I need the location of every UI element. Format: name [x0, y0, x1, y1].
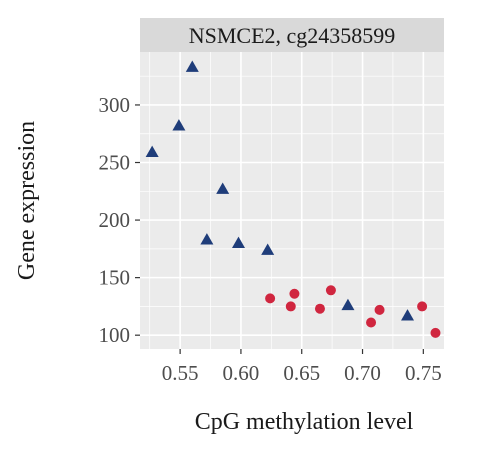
triangle-point — [341, 298, 355, 311]
x-axis-title: CpG methylation level — [195, 409, 414, 435]
triangle-point — [185, 60, 199, 72]
circle-point — [417, 301, 428, 312]
x-tick-label: 0.55 — [162, 361, 199, 385]
y-axis: 100 150 200 250 300 — [99, 93, 140, 347]
x-axis: 0.55 0.60 0.65 0.70 0.75 — [162, 349, 442, 385]
circle-point — [289, 288, 300, 299]
circle-point — [430, 327, 441, 338]
triangle-point — [231, 236, 245, 248]
triangle-point — [401, 309, 415, 321]
triangle-point — [172, 119, 186, 131]
triangle-point — [145, 145, 159, 158]
plot-panel — [140, 52, 444, 349]
y-tick-label: 150 — [99, 266, 131, 290]
circle-point — [265, 293, 276, 304]
circle-point — [366, 317, 377, 328]
data-points — [145, 60, 441, 338]
x-tick-label: 0.75 — [405, 361, 442, 385]
triangle-point — [261, 243, 275, 255]
y-tick-label: 100 — [99, 323, 131, 347]
minor-gridlines — [140, 52, 444, 349]
y-tick-label: 200 — [99, 208, 131, 232]
circle-point — [374, 304, 385, 315]
circle-point — [314, 303, 325, 314]
triangle-point — [216, 182, 230, 194]
y-tick-label: 300 — [99, 93, 131, 117]
circle-point — [285, 301, 296, 312]
major-gridlines — [140, 52, 444, 349]
y-tick-label: 250 — [99, 151, 131, 175]
x-tick-label: 0.65 — [283, 361, 320, 385]
triangle-point — [200, 233, 214, 245]
facet-strip-background — [140, 18, 444, 52]
x-tick-label: 0.60 — [223, 361, 260, 385]
circle-point — [325, 285, 336, 296]
x-tick-label: 0.70 — [344, 361, 381, 385]
facet-strip: NSMCE2, cg24358599 — [140, 18, 444, 52]
y-axis-title: Gene expression — [14, 121, 40, 280]
chart-title: NSMCE2, cg24358599 — [189, 23, 396, 48]
